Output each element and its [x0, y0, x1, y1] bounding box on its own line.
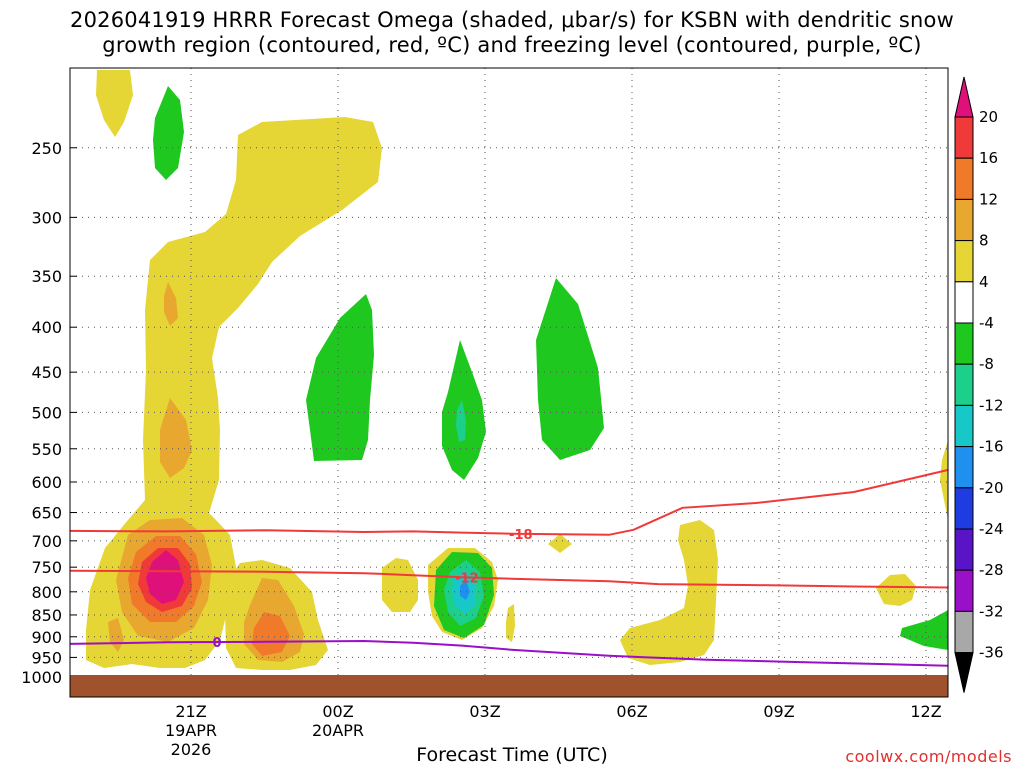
colorbar-top-arrow: [954, 76, 974, 118]
colorbar-label: 12: [979, 190, 998, 208]
colorbar-swatch: [954, 404, 974, 448]
omega-region-green: [536, 278, 604, 460]
colorbar-swatch: [954, 569, 974, 612]
colorbar-label: 8: [979, 232, 989, 250]
colorbar-label: 4: [979, 273, 989, 291]
colorbar-swatch: [954, 528, 974, 571]
x-tick-date: 20APR: [312, 721, 364, 740]
colorbar-label: 16: [979, 149, 998, 167]
omega-region-orange: [252, 612, 290, 656]
omega-region-magenta: [146, 550, 184, 604]
colorbar-swatch: [954, 446, 974, 489]
colorbar-label: -32: [979, 602, 1004, 620]
colorbar-label: -20: [979, 479, 1004, 497]
omega-region-cyan: [460, 580, 470, 600]
colorbar-label: 20: [979, 108, 998, 126]
contour-label: 0: [212, 636, 221, 651]
credit-link[interactable]: coolwx.com/models: [845, 747, 1012, 766]
colorbar-swatch: [954, 281, 974, 324]
omega-region-gold: [164, 282, 178, 326]
omega-region-green: [153, 86, 184, 180]
y-tick-label: 450: [31, 363, 62, 382]
y-tick-label: 550: [31, 440, 62, 459]
omega-region-yellow: [96, 70, 133, 137]
colorbar-label: -4: [979, 314, 994, 332]
y-tick-label: 900: [31, 628, 62, 647]
x-tick-label: 03Z: [469, 702, 500, 721]
omega-region-green: [900, 610, 948, 650]
colorbar-swatch: [954, 198, 974, 242]
y-tick-label: 800: [31, 583, 62, 602]
colorbar-label: -36: [979, 644, 1004, 662]
chart-title-line-2: growth region (contoured, red, ºC) and f…: [102, 33, 922, 57]
x-axis-label: Forecast Time (UTC): [416, 744, 608, 766]
colorbar-swatch: [954, 487, 974, 530]
omega-region-gold: [160, 398, 192, 478]
y-tick-label: 400: [31, 318, 62, 337]
colorbar-swatch: [954, 610, 974, 654]
y-tick-label: 350: [31, 267, 62, 286]
omega-region-yellow: [620, 520, 718, 665]
x-tick-label: 21Z: [175, 702, 206, 721]
contour-line: [70, 569, 948, 589]
contour-label: -12: [455, 571, 479, 586]
x-tick-label: 06Z: [616, 702, 647, 721]
colorbar-label: -28: [979, 561, 1004, 579]
x-tick-label: 09Z: [763, 702, 794, 721]
y-tick-label: 600: [31, 473, 62, 492]
y-tick-label: 850: [31, 606, 62, 625]
colorbar: 20 16 12 8 4 -4 -8 -12 -16 -20 -24 -28 -32 -36: [954, 76, 1004, 693]
colorbar-swatch: [954, 322, 974, 365]
omega-region-yellow: [548, 534, 572, 553]
omega-region-yellow: [506, 604, 515, 642]
omega-region-yellow: [940, 440, 948, 520]
pressure-gridlines: [70, 147, 948, 678]
colorbar-label: -12: [979, 396, 1004, 414]
y-axis-tick-labels: 250 300 350 400 450 500 550 600 650 700 750 800 850 9…: [21, 139, 62, 687]
contour-lines: -18 -12 0: [70, 468, 948, 667]
x-tick-label: 00Z: [322, 702, 353, 721]
y-tick-label: 950: [31, 648, 62, 667]
colorbar-swatch: [954, 116, 974, 159]
chart-title-line-1: 2026041919 HRRR Forecast Omega (shaded, …: [70, 8, 954, 32]
y-tick-label: 750: [31, 558, 62, 577]
colorbar-swatch: [954, 363, 974, 406]
colorbar-swatch: [954, 157, 974, 200]
omega-region-green: [306, 294, 374, 461]
y-tick-label: 650: [31, 504, 62, 523]
omega-region-teal: [456, 400, 466, 442]
y-tick-label: 1000: [21, 668, 62, 687]
colorbar-label: -24: [979, 520, 1004, 538]
omega-region-yellow: [876, 574, 916, 606]
x-tick-date: 19APR: [165, 721, 217, 740]
x-tick-label: 12Z: [910, 702, 941, 721]
ground-surface: [70, 675, 948, 697]
y-tick-label: 500: [31, 403, 62, 422]
omega-region-yellow: [382, 558, 418, 612]
contour-label: -18: [509, 528, 533, 543]
colorbar-label: -16: [979, 438, 1004, 456]
y-tick-label: 300: [31, 208, 62, 227]
colorbar-swatch: [954, 240, 974, 283]
omega-shading: [86, 70, 948, 670]
y-tick-label: 250: [31, 139, 62, 158]
x-tick-year: 2026: [171, 740, 212, 759]
y-tick-label: 700: [31, 532, 62, 551]
colorbar-bottom-arrow: [954, 652, 974, 693]
colorbar-label: -8: [979, 355, 994, 373]
contour-line: [70, 468, 948, 536]
contour-line: [70, 639, 948, 667]
plot-frame: [69, 67, 949, 698]
